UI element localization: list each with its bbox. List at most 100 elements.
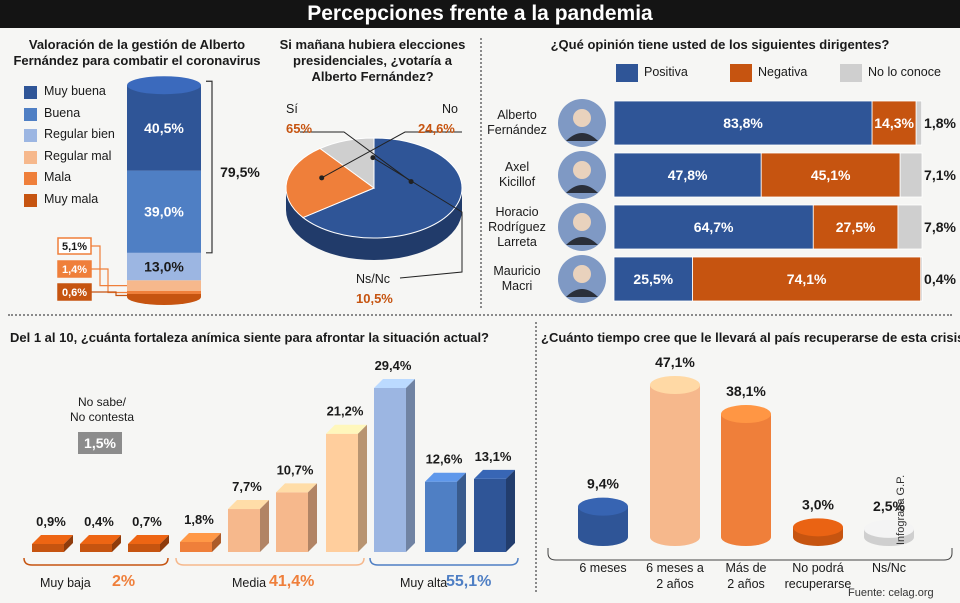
opinion-bar-no-conoce [897, 204, 923, 250]
fortaleza-bar-9-side [457, 472, 466, 552]
opinion-person-name: Alberto Fernández [486, 108, 548, 138]
votaria-title: Si mañana hubiera elecciones presidencia… [279, 37, 466, 84]
recuperacion-category-line: 2 años [656, 577, 694, 591]
recuperacion-title: ¿Cuánto tiempo cree que le llevará al pa… [541, 330, 960, 345]
avatar-body [566, 185, 598, 193]
fortaleza-bar-9-top [425, 472, 466, 482]
recuperacion-value: 47,1% [655, 354, 695, 370]
opinion-no-conoce-value: 7,8% [924, 219, 956, 235]
no-sabe-label: No sabe/ No contesta [62, 395, 142, 425]
recuperacion-cylinder-1-body [650, 385, 700, 546]
fortaleza-bar-10 [474, 469, 515, 552]
opinion-name-line: Kicillof [498, 175, 536, 189]
recuperacion-value: 3,0% [802, 496, 834, 512]
opinion-bar-positiva [613, 152, 762, 198]
gestion-segment-5 [127, 294, 201, 297]
fortaleza-group-name: Muy alta [400, 576, 448, 590]
gestion-legend-label: Regular mal [44, 148, 112, 163]
recuperacion-cylinder-4 [864, 519, 914, 546]
gestion-legend-swatch [24, 193, 37, 207]
opinion-bar-value: 47,8% [668, 167, 708, 183]
gestion-title: Valoración de la gestión de Alberto Fern… [13, 37, 261, 68]
pie-leader-no [321, 131, 462, 179]
no-sabe-value: 1,5% [78, 432, 122, 454]
fortaleza-group-name: Media [232, 576, 267, 590]
recuperacion-category: No podrá recuperarse [778, 560, 858, 592]
fortaleza-bar-3-top [128, 535, 169, 544]
gestion-segment-0 [127, 85, 201, 171]
opinion-legend-swatch [840, 64, 862, 82]
avatar-body [566, 133, 598, 141]
fortaleza-value: 0,9% [36, 514, 66, 529]
gestion-segment-1 [127, 170, 201, 253]
opinion-no-conoce-value: 7,1% [924, 167, 956, 183]
gestion-value-label: 40,5% [144, 120, 184, 136]
avatar-body [566, 289, 598, 297]
opinion-no-conoce-value: 0,4% [924, 271, 956, 287]
fortaleza-bar-9 [425, 472, 466, 552]
fortaleza-group-bracket [175, 557, 365, 566]
opinion-bar-value: 74,1% [787, 271, 827, 287]
gestion-leader-line [91, 245, 127, 287]
fortaleza-bar-1-top [32, 535, 73, 544]
avatar-head [573, 213, 591, 231]
fortaleza-bar-10-top [474, 469, 515, 479]
recuperacion-baseline [547, 548, 953, 561]
recuperacion-category-line: Más de [725, 561, 767, 575]
fortaleza-bar-1-front [32, 544, 64, 552]
gestion-leader-line [91, 291, 127, 297]
opinion-bar-value: 25,5% [633, 271, 673, 287]
recuperacion-cylinder-2 [721, 405, 771, 546]
opinion-person-name: Horacio Rodríguez Larreta [486, 205, 548, 250]
recuperacion-cylinder-0-body [578, 506, 628, 546]
fortaleza-bar-5-side [260, 500, 269, 552]
gestion-legend-swatch [24, 172, 37, 185]
fortaleza-value: 13,1% [475, 449, 512, 464]
fortaleza-bar-4-top [180, 532, 221, 542]
recuperacion-cylinder-0-top [578, 497, 628, 516]
avatar-head [573, 265, 591, 283]
gestion-leader-line [91, 268, 127, 294]
fortaleza-bar-1 [32, 535, 73, 552]
no-sabe-line-1: No sabe/ [77, 395, 127, 409]
page-title: Percepciones frente a la pandemia [0, 0, 960, 28]
opinion-name-line: Mauricio [493, 264, 541, 278]
divider [480, 38, 482, 308]
gestion-legend-label: Mala [44, 170, 72, 184]
recuperacion-value: 9,4% [587, 476, 619, 492]
fortaleza-bar-10-side [506, 469, 515, 552]
fortaleza-bar-2-front [80, 544, 112, 552]
opinion-bar-no-conoce [899, 152, 923, 198]
fortaleza-bar-10-front [474, 478, 506, 552]
fortaleza-bar-6-front [276, 492, 308, 552]
opinion-name-line: Macri [501, 279, 533, 293]
gestion-bracket-label: 79,5% [220, 164, 260, 180]
opinion-bar-negativa [871, 100, 917, 146]
opinion-bar-no-conoce [915, 100, 923, 146]
opinion-bar-negativa [692, 256, 922, 302]
fortaleza-bar-7 [326, 424, 367, 552]
recuperacion-cylinder-1 [650, 376, 700, 546]
fortaleza-value: 7,7% [232, 479, 262, 494]
recuperacion-category-line: recuperarse [784, 577, 852, 591]
pie-slice-0 [302, 137, 463, 239]
fortaleza-bar-5 [228, 500, 269, 552]
divider [535, 322, 537, 592]
recuperacion-value: 38,1% [726, 383, 766, 399]
fortaleza-bar-5-front [228, 509, 260, 552]
gestion-cylinder-base [127, 297, 201, 305]
fortaleza-bar-4-front [180, 541, 212, 552]
gestion-segment-2 [127, 252, 201, 281]
avatar-head [573, 161, 591, 179]
fortaleza-group-total: 41,4% [269, 573, 315, 590]
fortaleza-value: 29,4% [375, 358, 412, 373]
pie-slice-1 [285, 147, 376, 219]
recuperacion-category: Ns/Nc [849, 560, 929, 576]
opinion-bar-value: 64,7% [694, 219, 734, 235]
opinion-bar-positiva [613, 256, 693, 302]
fortaleza-bar-6-side [308, 483, 317, 552]
gestion-bracket [206, 80, 213, 254]
fortaleza-bar-1-side [64, 535, 73, 552]
